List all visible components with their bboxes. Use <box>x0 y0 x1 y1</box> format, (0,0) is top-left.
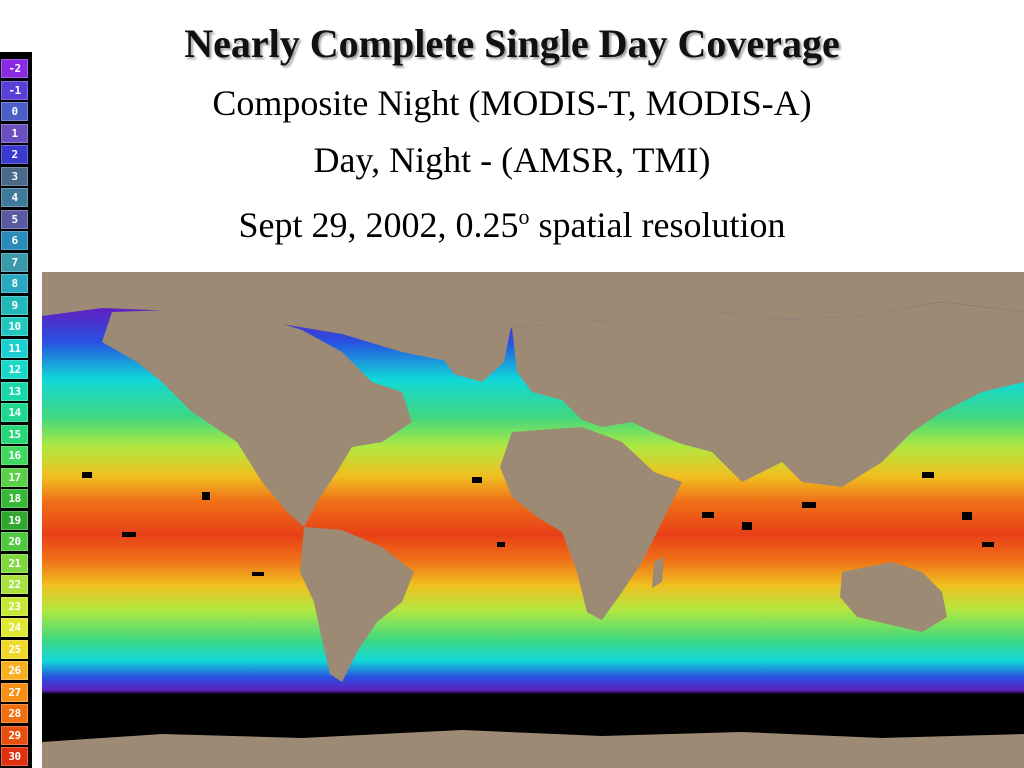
north-america-land <box>102 308 412 527</box>
legend-cell: 14 <box>1 403 28 422</box>
legend-cell: 29 <box>1 725 28 745</box>
legend-cell: 13 <box>1 381 28 401</box>
africa-land <box>500 427 682 620</box>
legend-cell: 19 <box>1 510 28 530</box>
madagascar-land <box>652 557 664 588</box>
cloud-nodata-gaps <box>82 472 994 576</box>
legend-cell: 26 <box>1 661 28 680</box>
world-map-graphic <box>42 272 1024 768</box>
legend-cell: 20 <box>1 532 28 551</box>
legend-cell: 18 <box>1 489 28 508</box>
legend-cell: 30 <box>1 747 28 766</box>
legend-cell: 16 <box>1 446 28 465</box>
arctic-land <box>42 272 1024 362</box>
legend-cell: 12 <box>1 360 28 379</box>
legend-cell: 6 <box>1 231 28 250</box>
legend-cell: 0 <box>1 102 28 121</box>
legend-cell: -1 <box>1 80 28 100</box>
australia-land <box>840 562 947 632</box>
legend-cell: 1 <box>1 123 28 143</box>
legend-cell: 28 <box>1 704 28 723</box>
legend-cell: 3 <box>1 166 28 186</box>
date-resolution-prefix: Sept 29, 2002, 0.25 <box>238 205 519 245</box>
subtitle-day-night: Day, Night - (AMSR, TMI) <box>313 140 711 180</box>
date-resolution-suffix: spatial resolution <box>529 205 786 245</box>
legend-cell: 8 <box>1 274 28 293</box>
legend-cell: 10 <box>1 317 28 336</box>
legend-cell: 11 <box>1 338 28 358</box>
legend-cell: 7 <box>1 252 28 272</box>
degree-superscript: o <box>518 204 530 229</box>
legend-cell: 9 <box>1 295 28 315</box>
legend-cell: -2 <box>1 59 28 78</box>
legend-cell: 5 <box>1 209 28 229</box>
subtitle-composite-night: Composite Night (MODIS-T, MODIS-A) <box>212 83 812 123</box>
legend-cell: 24 <box>1 618 28 637</box>
eurasia-land <box>512 302 1024 487</box>
legend-cell: 27 <box>1 682 28 702</box>
legend-cell: 22 <box>1 575 28 594</box>
legend-cell: 2 <box>1 145 28 164</box>
legend-cell: 21 <box>1 553 28 573</box>
slide-title: Nearly Complete Single Day Coverage <box>184 21 840 66</box>
greenland-land <box>437 322 512 382</box>
sea-surface-temperature-map <box>42 272 1024 768</box>
legend-cell: 23 <box>1 596 28 616</box>
legend-cell: 4 <box>1 188 28 207</box>
subtitle-date-resolution: Sept 29, 2002, 0.25o spatial resolution <box>0 195 1024 247</box>
legend-cell: 25 <box>1 639 28 659</box>
south-america-land <box>300 527 414 682</box>
temperature-color-legend: -2 -1 0 1 2 3 4 5 6 7 8 9 10 11 12 13 14 15 16 17 18 19 20 21 22… <box>0 52 32 768</box>
legend-cell: 17 <box>1 467 28 487</box>
legend-cell: 15 <box>1 424 28 444</box>
antarctica-land <box>42 730 1024 768</box>
